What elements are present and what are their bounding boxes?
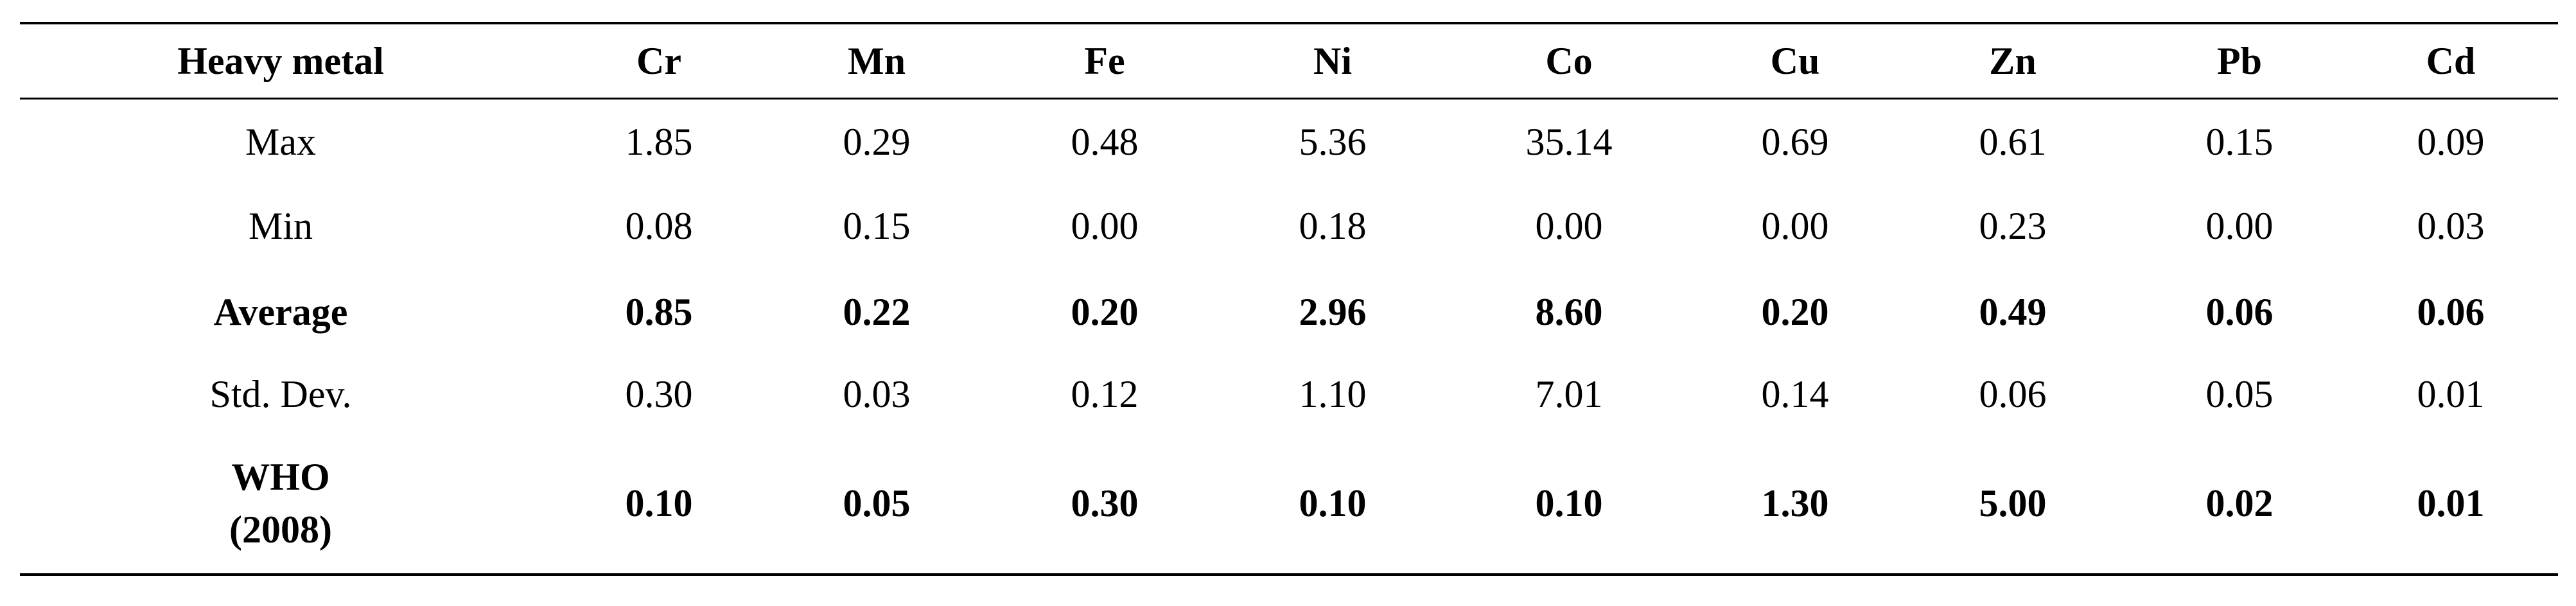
row-label: WHO (2008) bbox=[229, 456, 332, 551]
table-cell: 35.14 bbox=[1525, 121, 1613, 163]
table-cell: 2.96 bbox=[1299, 291, 1367, 333]
table-cell: 5.00 bbox=[1979, 482, 2047, 524]
table-cell: 0.00 bbox=[1535, 205, 1603, 247]
table-cell: 0.01 bbox=[2417, 373, 2485, 415]
table-cell: 0.85 bbox=[625, 291, 693, 333]
table-cell: 0.12 bbox=[1071, 373, 1139, 415]
header-cell: Pb bbox=[2216, 40, 2263, 82]
table-cell: 0.01 bbox=[2417, 482, 2485, 524]
header-cell: Heavy metal bbox=[177, 40, 384, 82]
header-cell: Mn bbox=[848, 40, 906, 82]
table-cell: 0.05 bbox=[2205, 373, 2274, 415]
table-cell: 0.23 bbox=[1979, 205, 2047, 247]
table-cell: 0.06 bbox=[1979, 373, 2047, 415]
row-label: Average bbox=[213, 291, 348, 333]
header-cell: Ni bbox=[1313, 40, 1352, 82]
table-cell: 7.01 bbox=[1535, 373, 1603, 415]
header-cell: Zn bbox=[1989, 40, 2037, 82]
table-cell: 0.06 bbox=[2205, 291, 2274, 333]
table-cell: 0.00 bbox=[2205, 205, 2274, 247]
table-cell: 0.30 bbox=[1071, 482, 1139, 524]
table-cell: 1.85 bbox=[625, 121, 693, 163]
bottom-rule bbox=[20, 573, 2558, 576]
header-cell: Cu bbox=[1770, 40, 1820, 82]
table-cell: 0.10 bbox=[1299, 482, 1367, 524]
table-cell: 0.10 bbox=[625, 482, 693, 524]
table-cell: 5.36 bbox=[1299, 121, 1367, 163]
table-cell: 0.02 bbox=[2205, 482, 2274, 524]
row-label: Std. Dev. bbox=[209, 373, 352, 415]
table-cell: 1.30 bbox=[1761, 482, 1829, 524]
table-cell: 0.61 bbox=[1979, 121, 2047, 163]
table-cell: 0.05 bbox=[843, 482, 911, 524]
row-label: Min bbox=[248, 205, 313, 247]
header-rule bbox=[20, 98, 2558, 100]
table-cell: 1.10 bbox=[1299, 373, 1367, 415]
table-cell: 0.08 bbox=[625, 205, 693, 247]
table-cell: 0.03 bbox=[843, 373, 911, 415]
row-label: Max bbox=[245, 121, 316, 163]
header-cell: Cd bbox=[2426, 40, 2476, 82]
table-cell: 0.20 bbox=[1071, 291, 1139, 333]
table-cell: 0.03 bbox=[2417, 205, 2485, 247]
table-cell: 0.00 bbox=[1761, 205, 1829, 247]
table-cell: 0.15 bbox=[2205, 121, 2274, 163]
table-cell: 0.20 bbox=[1761, 291, 1829, 333]
header-cell: Cr bbox=[636, 40, 681, 82]
table-cell: 0.06 bbox=[2417, 291, 2485, 333]
table-cell: 0.14 bbox=[1761, 373, 1829, 415]
top-rule bbox=[20, 22, 2558, 24]
table-cell: 0.09 bbox=[2417, 121, 2485, 163]
header-cell: Co bbox=[1545, 40, 1593, 82]
table-cell: 0.29 bbox=[843, 121, 911, 163]
table-cell: 0.49 bbox=[1979, 291, 2047, 333]
table-cell: 8.60 bbox=[1535, 291, 1603, 333]
table-cell: 0.69 bbox=[1761, 121, 1829, 163]
table-cell: 0.15 bbox=[843, 205, 911, 247]
table-cell: 0.22 bbox=[843, 291, 911, 333]
table-cell: 0.00 bbox=[1071, 205, 1139, 247]
table-cell: 0.48 bbox=[1071, 121, 1139, 163]
table-cell: 0.10 bbox=[1535, 482, 1603, 524]
header-cell: Fe bbox=[1084, 40, 1125, 82]
table-cell: 0.18 bbox=[1299, 205, 1367, 247]
table-cell: 0.30 bbox=[625, 373, 693, 415]
